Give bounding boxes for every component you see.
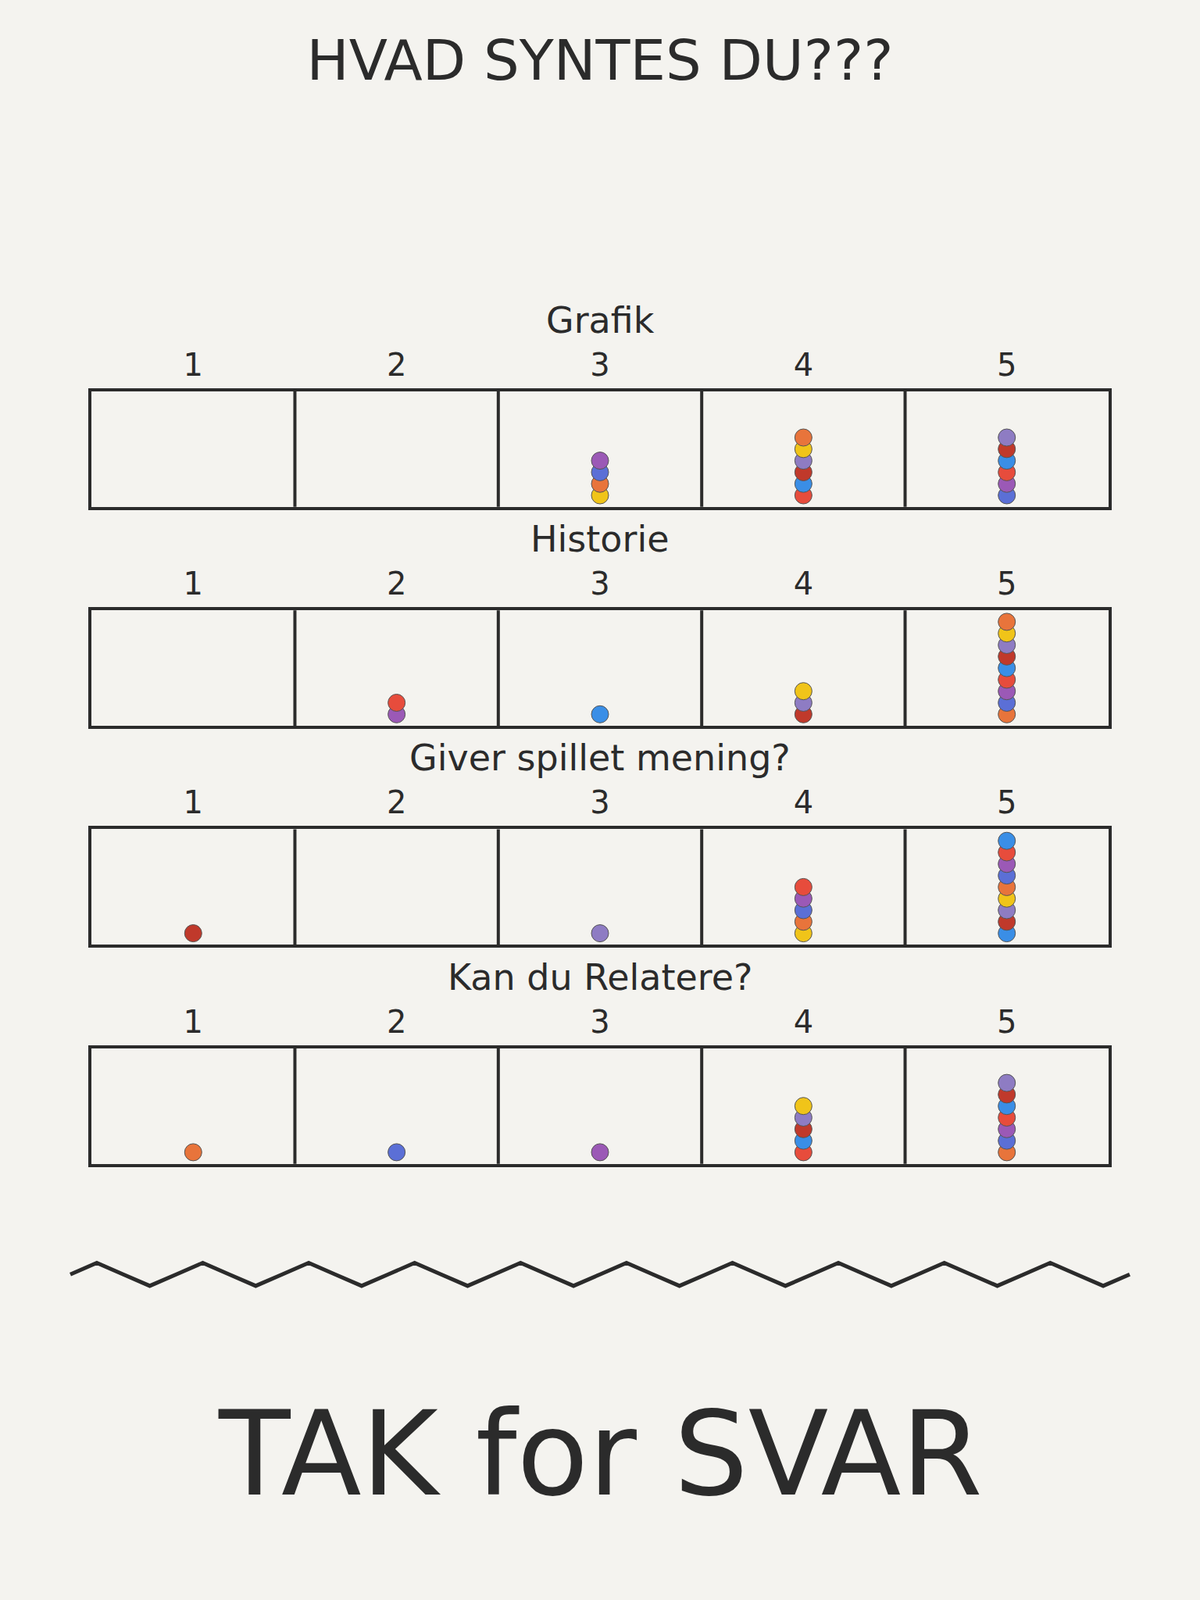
svg-text:TAK for SVAR: TAK for SVAR bbox=[217, 1385, 983, 1522]
svg-text:2: 2 bbox=[386, 346, 407, 383]
svg-text:Giver spillet mening?: Giver spillet mening? bbox=[409, 736, 791, 779]
svg-text:5: 5 bbox=[996, 346, 1017, 383]
svg-text:2: 2 bbox=[386, 784, 407, 821]
svg-text:1: 1 bbox=[183, 346, 204, 383]
svg-text:3: 3 bbox=[589, 565, 610, 602]
svg-text:2: 2 bbox=[386, 565, 407, 602]
svg-text:Grafik: Grafik bbox=[546, 299, 655, 342]
svg-text:1: 1 bbox=[183, 1003, 204, 1040]
svg-text:3: 3 bbox=[589, 784, 610, 821]
svg-text:5: 5 bbox=[996, 565, 1017, 602]
svg-text:Historie: Historie bbox=[530, 517, 670, 561]
svg-text:5: 5 bbox=[996, 1003, 1017, 1040]
svg-text:4: 4 bbox=[793, 565, 814, 602]
svg-text:Kan du Relatere?: Kan du Relatere? bbox=[447, 956, 753, 999]
svg-text:3: 3 bbox=[589, 1003, 610, 1040]
svg-text:4: 4 bbox=[793, 346, 814, 383]
svg-text:1: 1 bbox=[183, 565, 204, 602]
svg-text:HVAD SYNTES DU???: HVAD SYNTES DU??? bbox=[307, 27, 894, 93]
svg-text:4: 4 bbox=[793, 784, 814, 821]
svg-text:3: 3 bbox=[589, 346, 610, 383]
svg-text:1: 1 bbox=[183, 784, 204, 821]
svg-text:5: 5 bbox=[996, 784, 1017, 821]
svg-text:2: 2 bbox=[386, 1003, 407, 1040]
svg-text:4: 4 bbox=[793, 1003, 814, 1040]
